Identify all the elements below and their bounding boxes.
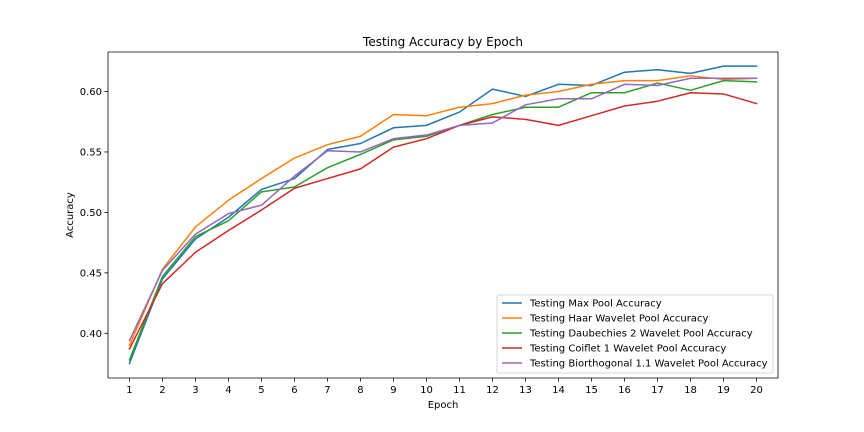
y-tick-label: 0.40 bbox=[80, 329, 102, 340]
x-tick-label: 5 bbox=[258, 385, 264, 396]
x-tick-label: 16 bbox=[618, 385, 631, 396]
x-tick-label: 8 bbox=[357, 385, 363, 396]
x-tick-label: 17 bbox=[651, 385, 664, 396]
y-ticks: 0.40 0.45 0.50 0.55 0.60 bbox=[80, 87, 108, 340]
legend-entry: Testing Coiflet 1 Wavelet Pool Accuracy bbox=[529, 344, 726, 355]
x-tick-label: 6 bbox=[291, 385, 297, 396]
x-tick-label: 12 bbox=[486, 385, 499, 396]
y-tick-label: 0.50 bbox=[80, 208, 102, 219]
series-line-5 bbox=[128, 77, 758, 342]
x-tick-label: 7 bbox=[324, 385, 330, 396]
series-line-2 bbox=[128, 75, 758, 347]
legend-frame bbox=[496, 294, 774, 374]
legend-entry: Testing Biorthogonal 1.1 Wavelet Pool Ac… bbox=[529, 359, 768, 370]
x-tick-label: 11 bbox=[453, 385, 466, 396]
x-tick-label: 1 bbox=[126, 385, 132, 396]
x-tick-label: 10 bbox=[420, 385, 433, 396]
x-tick-label: 19 bbox=[717, 385, 730, 396]
chart-title: Testing Accuracy by Epoch bbox=[362, 35, 523, 49]
y-tick-label: 0.55 bbox=[80, 147, 102, 158]
legend-entry: Testing Max Pool Accuracy bbox=[529, 299, 662, 310]
x-ticks: 1 2 3 4 5 6 7 8 9 10 11 12 13 14 15 16 17 18 19 20 bbox=[126, 378, 763, 396]
x-tick-label: 3 bbox=[192, 385, 198, 396]
x-axis-label: Epoch bbox=[428, 400, 459, 411]
series-line-4 bbox=[128, 91, 758, 350]
x-tick-label: 15 bbox=[585, 385, 598, 396]
legend-entry: Testing Haar Wavelet Pool Accuracy bbox=[529, 314, 708, 325]
axes-layer bbox=[107, 51, 779, 379]
x-tick-label: 9 bbox=[390, 385, 396, 396]
series-layer bbox=[128, 65, 758, 365]
x-tick-label: 18 bbox=[684, 385, 697, 396]
y-axis-label: Accuracy bbox=[65, 192, 76, 238]
y-tick-label: 0.60 bbox=[80, 87, 102, 98]
x-tick-label: 4 bbox=[225, 385, 231, 396]
x-tick-label: 13 bbox=[519, 385, 532, 396]
x-tick-label: 14 bbox=[552, 385, 565, 396]
x-tick-label: 2 bbox=[159, 385, 165, 396]
y-tick-label: 0.45 bbox=[80, 268, 102, 279]
legend: Testing Max Pool Accuracy Testing Haar Wa… bbox=[496, 294, 774, 374]
x-tick-label: 20 bbox=[750, 385, 763, 396]
legend-entry: Testing Daubechies 2 Wavelet Pool Accura… bbox=[529, 329, 753, 340]
